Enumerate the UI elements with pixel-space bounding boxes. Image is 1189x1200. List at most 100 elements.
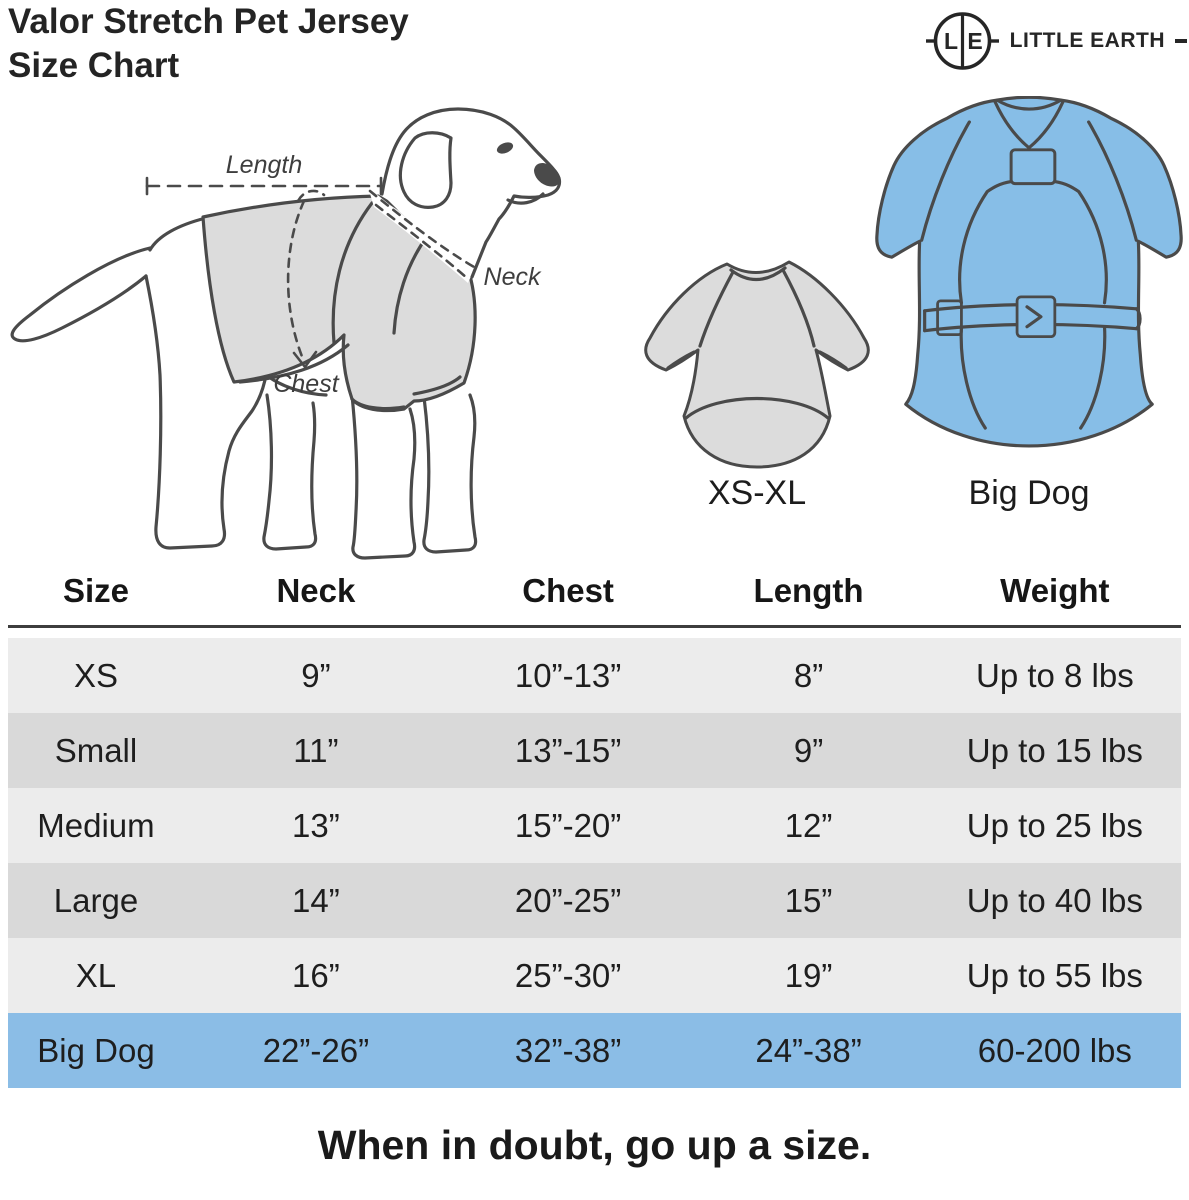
jersey-big-collar-right (1027, 100, 1065, 150)
header-divider (8, 625, 1181, 628)
page-title: Valor Stretch Pet Jersey Size Chart (8, 0, 409, 88)
jersey-big-belt-ends (923, 307, 1142, 333)
dog-tail (10, 246, 152, 343)
cell-weight: Up to 40 lbs (966, 881, 1143, 919)
column-header-chest: Chest (522, 572, 614, 609)
cell-chest: 15”-20” (514, 806, 622, 844)
jersey-big-buckle-chevron (1025, 305, 1043, 329)
dog-rump (148, 216, 208, 252)
chest-measure-arrow (292, 350, 318, 369)
cell-length: 12” (784, 806, 833, 844)
column-header-weight: Weight (1000, 572, 1110, 609)
cell-chest: 32”-38” (514, 1031, 622, 1069)
jersey-small-raglan-right (781, 268, 816, 348)
jersey-big-collar-buckle (1009, 148, 1057, 186)
jersey-small-cuff-right (818, 350, 848, 370)
size-table-header: Size Neck Chest Length Weight (8, 560, 1181, 622)
dog-mouth (506, 192, 545, 205)
neck-measure-line (368, 189, 476, 269)
cell-weight: Up to 8 lbs (975, 656, 1134, 694)
cell-size: Small (54, 731, 138, 769)
column-header-length: Length (753, 572, 864, 609)
cell-size: XS (73, 656, 118, 694)
dog-hind-leg (144, 274, 268, 550)
column-header-size: Size (62, 572, 129, 609)
brand-name: LITTLE EARTH (1009, 29, 1165, 52)
cell-neck: 14” (292, 881, 340, 919)
chest-measure-line (286, 199, 306, 361)
chest-label: Chest (273, 370, 339, 398)
dog-nose (534, 163, 561, 187)
length-label: Length (226, 151, 302, 179)
cell-length: 24”-38” (755, 1031, 862, 1069)
jersey-big-panel-right (1079, 325, 1107, 430)
page-title-line2: Size Chart (8, 46, 180, 85)
jersey-small-cuff-left (666, 350, 696, 370)
table-row-xs: XS 9” 10”-13” 8” Up to 8 lbs (8, 638, 1181, 713)
column-header-neck: Neck (276, 572, 356, 609)
cell-chest: 25”-30” (514, 956, 622, 994)
dog-far-hind-leg (262, 393, 318, 551)
cell-chest: 13”-15” (514, 731, 622, 769)
jersey-hem-trim (412, 375, 462, 396)
cell-length: 19” (784, 956, 833, 994)
cell-size: Large (53, 881, 139, 919)
cell-size: Medium (37, 806, 155, 844)
cell-neck: 22”-26” (262, 1031, 370, 1069)
dog-eye (496, 142, 514, 154)
dog-far-front-leg (422, 393, 478, 554)
chest-measure-top-arc (296, 189, 326, 203)
jersey-small-hem-curve (684, 397, 830, 420)
jersey-rear-hem-trim (238, 343, 350, 384)
size-table-rows: XS 9” 10”-13” 8” Up to 8 lbs Small 11” 1… (8, 638, 1181, 1088)
jersey-big-belt-keeper (936, 299, 963, 337)
cell-chest: 10”-13” (514, 656, 622, 694)
jersey-big-panel-left (959, 325, 987, 430)
jersey-big-collar-back (995, 98, 1063, 111)
brand-trailing-dash (1175, 39, 1187, 43)
cell-weight: Up to 55 lbs (966, 956, 1143, 994)
jersey-big-belt-buckle (1015, 295, 1057, 339)
cell-neck: 9” (301, 656, 331, 694)
neck-label: Neck (484, 263, 542, 291)
jersey-big-bell-left (958, 180, 1013, 305)
le-monogram-icon: L E (925, 12, 999, 70)
footer-note: When in doubt, go up a size. (317, 1122, 872, 1168)
jersey-small-illustration (644, 260, 870, 469)
cell-size: Big Dog (37, 1031, 155, 1069)
table-row-small: Small 11” 13”-15” 9” Up to 15 lbs (8, 713, 1181, 788)
jersey-small-raglan-left (698, 270, 735, 348)
cell-chest: 20”-25” (514, 881, 622, 919)
table-row-large: Large 14” 20”-25” 15” Up to 40 lbs (8, 863, 1181, 938)
cell-weight: 60-200 lbs (977, 1031, 1132, 1069)
monogram-left-letter: L (944, 28, 958, 54)
size-table: Size Neck Chest Length Weight XS 9” 10”-… (8, 560, 1181, 1088)
jersey-big-raglan-right (1087, 120, 1138, 242)
length-measure-ticks (145, 176, 383, 196)
cell-length: 8” (793, 656, 824, 694)
brand-logo: L E LITTLE EARTH (924, 8, 1187, 74)
cell-length: 15” (784, 881, 833, 919)
jersey-seam-2 (392, 233, 430, 335)
jersey-big-caption: Big Dog (968, 474, 1090, 512)
dog-measurement-diagram: Length Neck Chest (10, 107, 562, 560)
jersey-small-neck-rib (729, 266, 787, 282)
dog-ear (398, 131, 453, 209)
cell-neck: 13” (292, 806, 340, 844)
table-row-medium: Medium 13” 15”-20” 12” Up to 25 lbs (8, 788, 1181, 863)
cell-weight: Up to 25 lbs (966, 806, 1143, 844)
jersey-small-body (644, 260, 870, 469)
table-row-big-dog: Big Dog 22”-26” 32”-38” 24”-38” 60-200 l… (8, 1013, 1181, 1088)
jersey-seam (331, 201, 374, 345)
jersey-small-caption: XS-XL (707, 474, 807, 512)
jersey-cuff-trim (350, 397, 406, 411)
monogram-right-letter: E (967, 28, 982, 54)
neck-measure-line-inner (374, 203, 470, 281)
table-row-xl: XL 16” 25”-30” 19” Up to 55 lbs (8, 938, 1181, 1013)
jersey-big-collar-left (993, 100, 1031, 150)
jersey-big-bell-right (1053, 180, 1108, 305)
dog-front-leg (350, 393, 417, 560)
dog-jersey (201, 194, 477, 413)
cell-size: XL (75, 956, 117, 994)
